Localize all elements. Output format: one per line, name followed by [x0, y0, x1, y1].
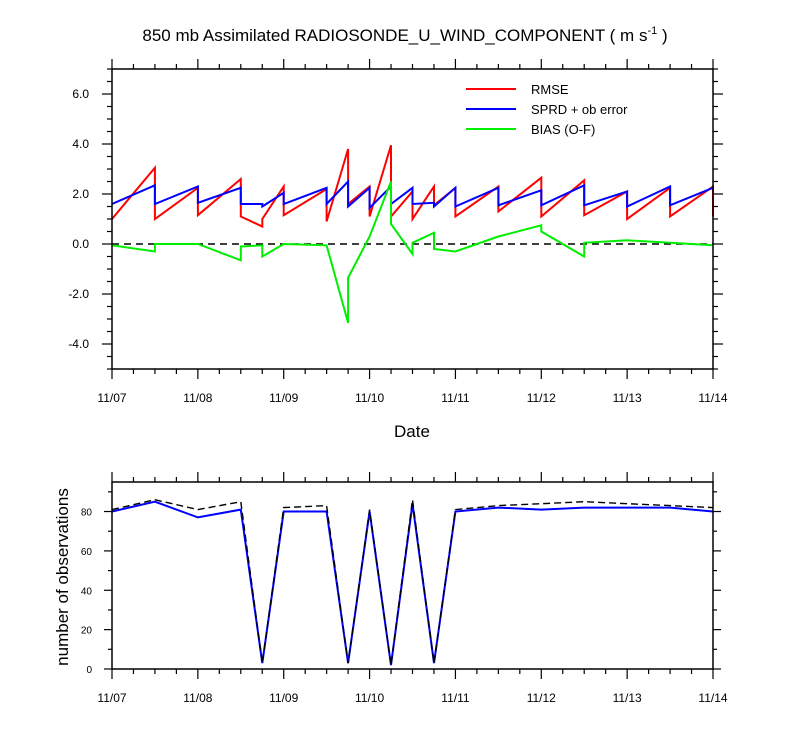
- top-y-tick-label: 0.0: [72, 237, 89, 251]
- legend-label-0: RMSE: [531, 82, 569, 97]
- top-y-tick-label: 4.0: [72, 137, 89, 151]
- top-x-tick-label: 11/07: [97, 391, 126, 405]
- top-x-tick-label: 11/14: [698, 391, 727, 405]
- bottom-chart-axes-layer: 11/07 11/08 11/09 11/10 11/11 11/12 11/13 11/14…: [81, 472, 728, 705]
- bottom-y-tick-label: 20: [81, 626, 93, 637]
- bottom-y-tick-label: 60: [81, 547, 93, 558]
- bottom-x-tick-label: 11/08: [183, 691, 212, 705]
- chart-title-end: ): [657, 26, 667, 45]
- bottom-series-line-0: [111, 500, 714, 666]
- bottom-x-tick-label: 11/07: [97, 691, 126, 705]
- top-chart-legend: RMSE SPRD + ob error BIAS (O-F): [466, 82, 628, 137]
- bottom-x-tick-label: 11/13: [613, 691, 642, 705]
- top-x-tick-label: 11/08: [183, 391, 212, 405]
- top-series-line-2: [111, 181, 714, 324]
- top-x-tick-label: 11/11: [441, 391, 470, 405]
- top-x-tick-label: 11/13: [613, 391, 642, 405]
- top-x-axis-title: Date: [394, 422, 430, 441]
- bottom-x-tick-label: 11/10: [355, 691, 384, 705]
- top-series-line-0: [111, 145, 714, 229]
- top-y-tick-label: -4.0: [68, 337, 89, 351]
- top-x-tick-label: 11/10: [355, 391, 384, 405]
- top-chart-axes-layer: 11/07 11/08 11/09 11/10 11/11 11/12 11/13 11/14…: [68, 59, 728, 405]
- top-y-tick-label: 6.0: [72, 87, 89, 101]
- top-x-tick-label: 11/12: [527, 391, 556, 405]
- bottom-y-tick-label: 0: [86, 665, 92, 676]
- bottom-x-tick-label: 11/09: [269, 691, 298, 705]
- bottom-y-axis-title: number of observations: [53, 488, 72, 666]
- top-y-tick-label: 2.0: [72, 187, 89, 201]
- legend-label-2: BIAS (O-F): [531, 122, 595, 137]
- legend-label-1: SPRD + ob error: [531, 102, 628, 117]
- bottom-x-tick-label: 11/14: [698, 691, 727, 705]
- top-y-tick-label: -2.0: [68, 287, 89, 301]
- bottom-y-tick-label: 80: [81, 508, 93, 519]
- chart-title: 850 mb Assimilated RADIOSONDE_U_WIND_COM…: [142, 25, 667, 45]
- top-x-tick-label: 11/09: [269, 391, 298, 405]
- bottom-x-tick-label: 11/11: [441, 691, 470, 705]
- bottom-series-line-1: [111, 498, 714, 666]
- bottom-chart-series-layer: [111, 498, 714, 666]
- bottom-x-tick-label: 11/12: [527, 691, 556, 705]
- bottom-y-tick-label: 40: [81, 586, 93, 597]
- chart-title-superscript: -1: [647, 25, 657, 37]
- top-chart-series-layer: [111, 145, 714, 324]
- chart-title-main: 850 mb Assimilated RADIOSONDE_U_WIND_COM…: [142, 26, 647, 45]
